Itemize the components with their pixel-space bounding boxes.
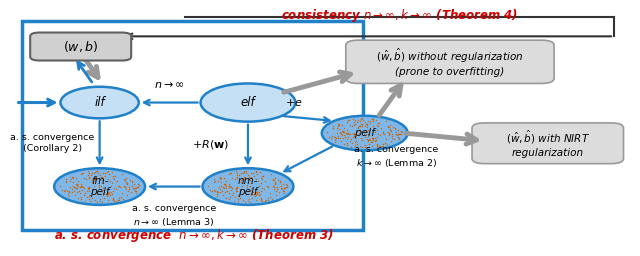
- Ellipse shape: [322, 116, 408, 151]
- Text: fm-
pelf: fm- pelf: [90, 176, 109, 197]
- Text: nm-
pelf: nm- pelf: [237, 176, 258, 197]
- Text: a. s. convergence
$n \rightarrow \infty$ (Lemma 3): a. s. convergence $n \rightarrow \infty$…: [132, 204, 216, 228]
- Text: pelf: pelf: [354, 128, 375, 138]
- Text: $+R(\mathbf{w})$: $+R(\mathbf{w})$: [191, 138, 228, 152]
- FancyBboxPatch shape: [346, 40, 554, 83]
- Text: $n \rightarrow \infty$: $n \rightarrow \infty$: [154, 80, 185, 90]
- Ellipse shape: [61, 87, 139, 118]
- Ellipse shape: [202, 168, 293, 205]
- Text: $(\hat{w}, \hat{b})$ without regularization
(prone to overfitting): $(\hat{w}, \hat{b})$ without regularizat…: [376, 47, 524, 77]
- Text: a. s. convergence
$k \rightarrow \infty$ (Lemma 2): a. s. convergence $k \rightarrow \infty$…: [354, 145, 438, 169]
- Ellipse shape: [54, 168, 145, 205]
- Text: $(\hat{w}, \hat{b})$ with NIRT
regularization: $(\hat{w}, \hat{b})$ with NIRT regulariz…: [506, 129, 590, 158]
- Text: elf: elf: [241, 96, 255, 109]
- Text: $+e$: $+e$: [285, 97, 303, 108]
- Text: $(w, b)$: $(w, b)$: [63, 39, 99, 54]
- Text: a. s. convergence
(Corollary 2): a. s. convergence (Corollary 2): [10, 133, 95, 153]
- Ellipse shape: [200, 83, 295, 122]
- Text: consistency $n \rightarrow \infty, k \rightarrow \infty$ (Theorem 4): consistency $n \rightarrow \infty, k \ri…: [281, 7, 518, 24]
- FancyBboxPatch shape: [30, 33, 131, 60]
- Text: a. s. convergence  $n \rightarrow \infty, k \rightarrow \infty$ (Theorem 3): a. s. convergence $n \rightarrow \infty,…: [54, 227, 334, 244]
- Text: ilf: ilf: [94, 96, 105, 109]
- FancyBboxPatch shape: [472, 123, 623, 164]
